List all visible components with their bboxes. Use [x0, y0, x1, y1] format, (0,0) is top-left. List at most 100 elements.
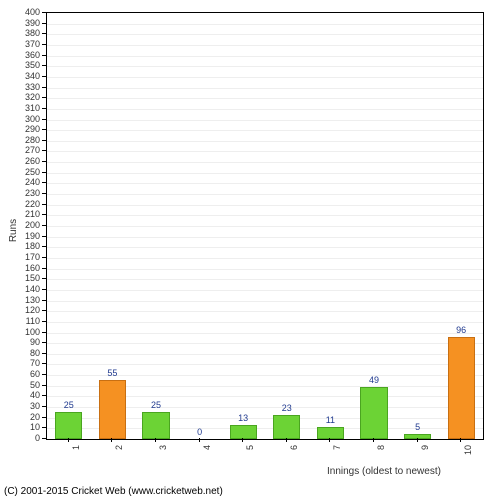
xtick-mark [155, 438, 156, 442]
ytick-label: 50 [14, 380, 40, 390]
ytick-mark [42, 427, 46, 428]
xtick-label: 9 [420, 445, 430, 450]
bar-value-label: 23 [282, 403, 292, 413]
ytick-label: 390 [14, 18, 40, 28]
gridline [47, 269, 483, 270]
ytick-label: 360 [14, 50, 40, 60]
ytick-mark [42, 268, 46, 269]
gridline [47, 279, 483, 280]
gridline [47, 290, 483, 291]
gridline [47, 183, 483, 184]
ytick-mark [42, 310, 46, 311]
bar [317, 427, 344, 439]
ytick-mark [42, 374, 46, 375]
gridline [47, 45, 483, 46]
ytick-label: 260 [14, 156, 40, 166]
ytick-mark [42, 150, 46, 151]
ytick-mark [42, 289, 46, 290]
bar [55, 412, 82, 439]
ytick-mark [42, 257, 46, 258]
ytick-mark [42, 332, 46, 333]
xtick-label: 8 [376, 445, 386, 450]
xtick-label: 1 [71, 445, 81, 450]
ytick-mark [42, 33, 46, 34]
xtick-mark [460, 438, 461, 442]
ytick-label: 200 [14, 220, 40, 230]
ytick-mark [42, 55, 46, 56]
gridline [47, 130, 483, 131]
ytick-mark [42, 225, 46, 226]
bar [142, 412, 169, 439]
ytick-label: 230 [14, 188, 40, 198]
ytick-label: 40 [14, 390, 40, 400]
gridline [47, 98, 483, 99]
xtick-mark [242, 438, 243, 442]
gridline [47, 237, 483, 238]
ytick-label: 340 [14, 71, 40, 81]
ytick-mark [42, 23, 46, 24]
xtick-label: 6 [289, 445, 299, 450]
plot-area: 255525013231149596 [46, 12, 484, 440]
gridline [47, 109, 483, 110]
ytick-label: 0 [14, 433, 40, 443]
ytick-mark [42, 182, 46, 183]
ytick-label: 80 [14, 348, 40, 358]
chart-container: 255525013231149596 Runs Innings (oldest … [0, 0, 500, 500]
ytick-mark [42, 300, 46, 301]
xtick-label: 10 [463, 445, 473, 455]
xtick-mark [286, 438, 287, 442]
ytick-label: 250 [14, 167, 40, 177]
gridline [47, 88, 483, 89]
gridline [47, 364, 483, 365]
gridline [47, 311, 483, 312]
ytick-mark [42, 140, 46, 141]
bar [404, 434, 431, 439]
xtick-label: 5 [245, 445, 255, 450]
gridline [47, 56, 483, 57]
ytick-mark [42, 65, 46, 66]
bar [99, 380, 126, 439]
ytick-label: 330 [14, 82, 40, 92]
ytick-label: 310 [14, 103, 40, 113]
xtick-mark [329, 438, 330, 442]
xtick-mark [417, 438, 418, 442]
ytick-mark [42, 236, 46, 237]
copyright-text: (C) 2001-2015 Cricket Web (www.cricketwe… [4, 486, 223, 497]
gridline [47, 194, 483, 195]
ytick-mark [42, 395, 46, 396]
xtick-mark [111, 438, 112, 442]
bar-value-label: 25 [64, 400, 74, 410]
gridline [47, 333, 483, 334]
bar-value-label: 96 [456, 325, 466, 335]
ytick-label: 110 [14, 316, 40, 326]
bar [273, 415, 300, 439]
ytick-label: 120 [14, 305, 40, 315]
gridline [47, 173, 483, 174]
ytick-mark [42, 97, 46, 98]
xtick-label: 2 [114, 445, 124, 450]
ytick-label: 90 [14, 337, 40, 347]
xtick-mark [373, 438, 374, 442]
ytick-mark [42, 353, 46, 354]
gridline [47, 34, 483, 35]
bar-value-label: 11 [326, 415, 335, 425]
ytick-label: 320 [14, 92, 40, 102]
xtick-label: 4 [202, 445, 212, 450]
ytick-label: 290 [14, 124, 40, 134]
ytick-mark [42, 193, 46, 194]
xtick-mark [68, 438, 69, 442]
ytick-mark [42, 172, 46, 173]
ytick-label: 70 [14, 358, 40, 368]
ytick-label: 380 [14, 28, 40, 38]
ytick-label: 20 [14, 412, 40, 422]
xtick-mark [199, 438, 200, 442]
ytick-label: 100 [14, 327, 40, 337]
ytick-label: 60 [14, 369, 40, 379]
ytick-label: 280 [14, 135, 40, 145]
ytick-mark [42, 129, 46, 130]
ytick-mark [42, 363, 46, 364]
ytick-mark [42, 44, 46, 45]
gridline [47, 162, 483, 163]
bar-value-label: 55 [107, 368, 117, 378]
ytick-label: 140 [14, 284, 40, 294]
